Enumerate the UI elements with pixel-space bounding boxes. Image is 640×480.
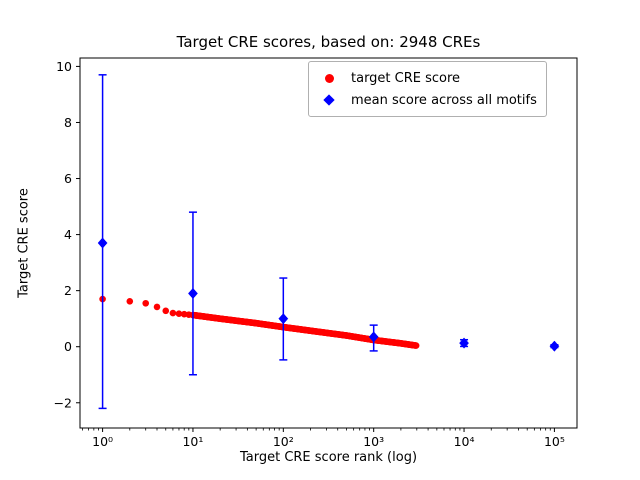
axes-frame: [79, 57, 578, 429]
legend: target CRE score mean score across all m…: [308, 61, 547, 117]
x-axis-tick-labels: 10⁰ 10¹ 10² 10³ 10⁴ 10⁵: [92, 434, 565, 449]
chart-title: Target CRE scores, based on: 2948 CREs: [176, 33, 481, 51]
x-axis-label: Target CRE score rank (log): [239, 450, 418, 465]
legend-item-mean-score: mean score across all motifs: [318, 89, 537, 111]
svg-text:10¹: 10¹: [182, 434, 203, 449]
svg-text:10⁴: 10⁴: [454, 434, 475, 449]
circle-marker-icon: [318, 73, 340, 83]
svg-text:8: 8: [64, 115, 72, 130]
svg-text:10³: 10³: [363, 434, 384, 449]
y-axis-tick-labels: −2 0 2 4 6 8 10: [54, 59, 72, 410]
svg-text:10⁰: 10⁰: [92, 434, 113, 449]
svg-text:10⁵: 10⁵: [544, 434, 565, 449]
legend-item-target-score: target CRE score: [318, 67, 537, 89]
svg-text:0: 0: [64, 339, 72, 354]
diamond-marker-icon: [318, 94, 340, 106]
legend-label: target CRE score: [351, 70, 461, 86]
red-scatter-series: [99, 295, 420, 349]
svg-text:−2: −2: [54, 395, 72, 410]
blue-errorbar-series: [97, 74, 560, 410]
y-axis-ticks: [76, 65, 80, 404]
svg-text:6: 6: [64, 171, 72, 186]
svg-text:10²: 10²: [273, 434, 294, 449]
svg-text:2: 2: [64, 283, 72, 298]
x-axis-ticks: [102, 428, 555, 432]
svg-text:10: 10: [56, 59, 72, 74]
svg-text:4: 4: [64, 227, 72, 242]
y-axis-label: Target CRE score: [16, 188, 32, 298]
legend-label: mean score across all motifs: [351, 92, 537, 108]
